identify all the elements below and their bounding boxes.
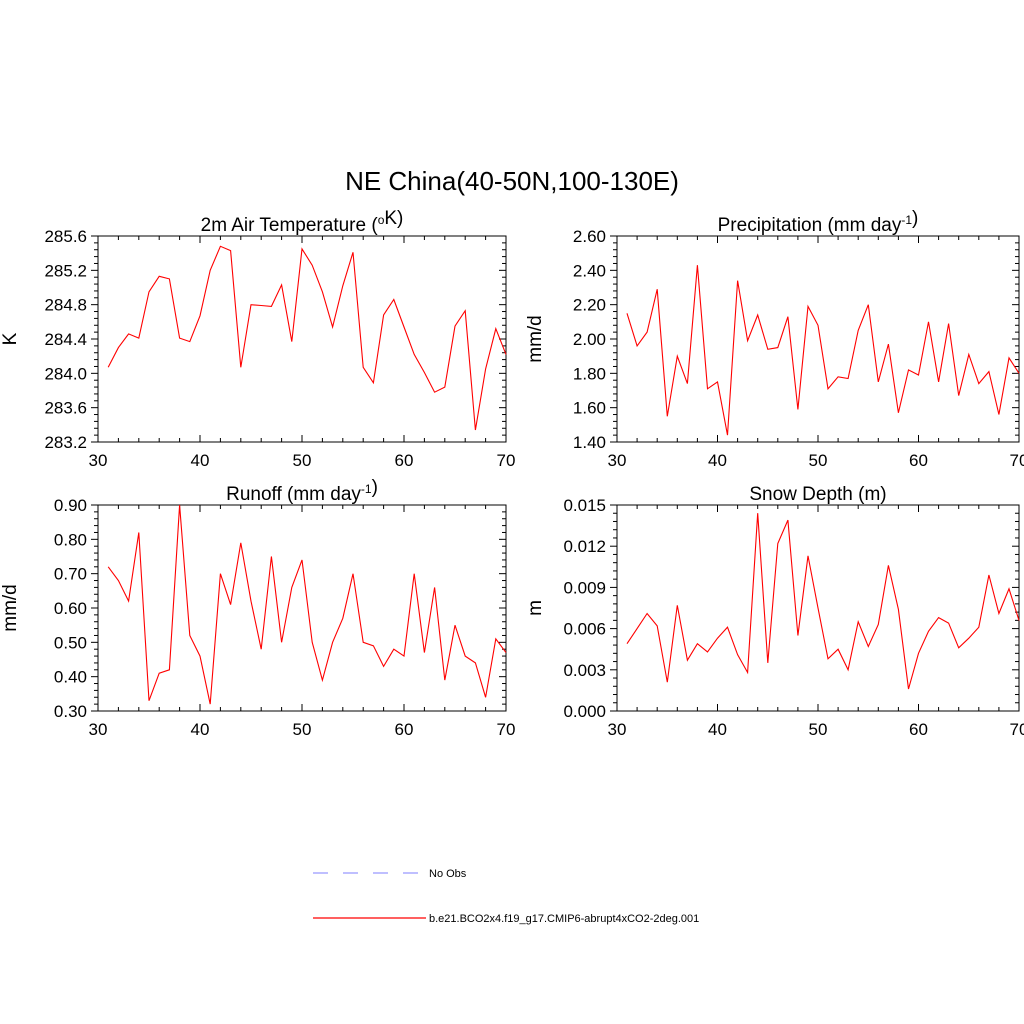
x-tick-label: 40 <box>191 720 210 739</box>
y-tick-label: 0.70 <box>54 565 87 584</box>
x-tick-label: 60 <box>395 451 414 470</box>
y-tick-label: 0.012 <box>563 537 606 556</box>
y-tick-label: 284.0 <box>44 364 87 383</box>
x-tick-label: 50 <box>809 451 828 470</box>
y-axis-label: mm/d <box>525 315 546 363</box>
panel-3: Runoff (mm day-1) 30 40 50 60 70 0.30 0.40 0.50 0… <box>0 477 515 739</box>
y-tick-label: 283.6 <box>44 399 87 418</box>
plot-frame <box>616 235 1020 443</box>
panels: 2m Air Temperature (oK) 30 40 50 60 70 283.2 28… <box>0 208 1024 739</box>
x-tick-label: 40 <box>708 451 727 470</box>
x-tick-label: 70 <box>497 451 516 470</box>
y-tick-label: 0.009 <box>563 578 606 597</box>
series-line <box>107 245 507 431</box>
y-tick-label: 283.2 <box>44 433 87 452</box>
y-tick-label: 0.50 <box>54 633 87 652</box>
y-tick-label: 2.20 <box>573 296 606 315</box>
series-line <box>626 513 1020 690</box>
panel-2: Precipitation (mm day-1) 30 40 50 60 70 1.40 1.… <box>525 208 1024 470</box>
x-tick-label: 60 <box>909 451 928 470</box>
x-tick-label: 50 <box>293 451 312 470</box>
y-tick-label: 1.80 <box>573 364 606 383</box>
y-tick-label: 1.40 <box>573 433 606 452</box>
legend-label-obs: No Obs <box>429 868 467 880</box>
y-tick-label: 1.60 <box>573 399 606 418</box>
y-axis-label: mm/d <box>0 584 21 632</box>
y-tick-label: 0.003 <box>563 661 606 680</box>
panel-title: Precipitation (mm day-1) <box>718 208 919 236</box>
y-tick-label: 0.90 <box>54 496 87 515</box>
y-tick-label: 0.015 <box>563 496 606 515</box>
y-tick-label: 2.40 <box>573 261 606 280</box>
x-tick-label: 30 <box>608 720 627 739</box>
x-tick-label: 70 <box>1010 720 1024 739</box>
x-tick-label: 70 <box>497 720 516 739</box>
y-tick-label: 285.6 <box>44 227 87 246</box>
y-tick-label: 2.00 <box>573 330 606 349</box>
y-tick-label: 284.8 <box>44 296 87 315</box>
y-tick-label: 285.2 <box>44 261 87 280</box>
y-tick-label: 0.000 <box>563 702 606 721</box>
series-line <box>626 265 1020 436</box>
x-tick-label: 40 <box>191 451 210 470</box>
panel-title: 2m Air Temperature (oK) <box>201 208 404 236</box>
x-tick-label: 60 <box>395 720 414 739</box>
plot-frame <box>97 235 507 443</box>
y-tick-label: 0.30 <box>54 702 87 721</box>
panel-1: 2m Air Temperature (oK) 30 40 50 60 70 283.2 28… <box>0 208 515 470</box>
y-tick-label: 0.80 <box>54 530 87 549</box>
y-tick-label: 0.40 <box>54 668 87 687</box>
legend: No Obs b.e21.BCO2x4.f19_g17.CMIP6-abrupt… <box>313 868 699 925</box>
y-tick-label: 0.006 <box>563 620 606 639</box>
panel-4: Snow Depth (m) 30 40 50 60 70 0.000 0.003 0.006 0… <box>525 484 1024 739</box>
y-tick-label: 2.60 <box>573 227 606 246</box>
main-title: NE China(40-50N,100-130E) <box>345 166 679 196</box>
x-tick-label: 30 <box>89 451 108 470</box>
legend-label-model: b.e21.BCO2x4.f19_g17.CMIP6-abrupt4xCO2-2… <box>429 913 699 925</box>
y-axis-label: m <box>525 600 546 616</box>
x-tick-label: 60 <box>909 720 928 739</box>
y-tick-label: 0.60 <box>54 599 87 618</box>
x-tick-label: 70 <box>1010 451 1024 470</box>
x-tick-label: 30 <box>89 720 108 739</box>
y-tick-label: 284.4 <box>44 330 87 349</box>
x-tick-label: 50 <box>293 720 312 739</box>
x-tick-label: 40 <box>708 720 727 739</box>
panel-title: Snow Depth (m) <box>749 484 886 505</box>
x-tick-label: 50 <box>809 720 828 739</box>
y-axis-label: K <box>0 332 21 345</box>
x-tick-label: 30 <box>608 451 627 470</box>
series-line <box>107 504 507 705</box>
panel-title: Runoff (mm day-1) <box>226 477 378 505</box>
